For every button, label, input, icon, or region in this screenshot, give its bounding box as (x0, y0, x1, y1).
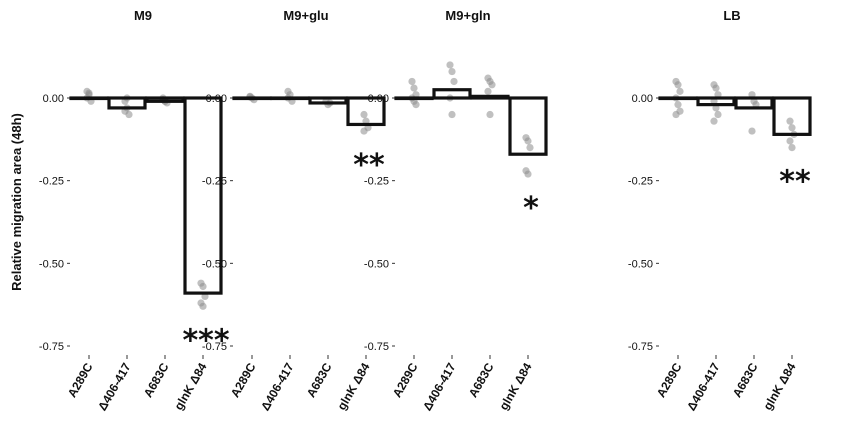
data-point (360, 127, 368, 135)
data-point (786, 137, 794, 145)
data-point (672, 110, 680, 119)
data-point (488, 81, 496, 89)
y-tick-label: -0.75 (628, 341, 653, 353)
bar (394, 96, 434, 101)
data-point (448, 67, 456, 76)
bar (270, 96, 310, 101)
bar (658, 96, 698, 101)
bar (432, 88, 472, 100)
panel-title: M9 (134, 8, 152, 23)
bar (696, 96, 736, 107)
y-tick-label: -0.25 (364, 176, 389, 188)
bar (470, 94, 510, 100)
data-point (710, 117, 718, 125)
data-point (484, 87, 492, 95)
panel-title: LB (723, 8, 740, 23)
data-point (524, 170, 532, 178)
data-point (712, 84, 720, 92)
bar (772, 96, 812, 136)
data-point (526, 144, 534, 152)
y-tick-label: -0.75 (364, 341, 389, 353)
significance-marker: * (523, 191, 539, 226)
significance-marker: ** (353, 148, 385, 183)
significance-marker: *** (182, 323, 229, 358)
y-tick-label: 0.00 (632, 93, 653, 105)
data-point (674, 81, 682, 89)
x-tick-label: A289C (654, 360, 685, 400)
x-tick-label: A683C (730, 360, 761, 400)
bar (346, 96, 386, 127)
x-tick-label: A683C (141, 360, 172, 400)
significance-marker: ** (779, 165, 811, 200)
y-tick-label: 0.00 (43, 93, 64, 105)
y-tick-label: 0.00 (368, 93, 389, 105)
x-tick-label: A683C (304, 360, 335, 400)
data-point (788, 124, 796, 132)
data-point (714, 110, 722, 119)
x-tick-label: A289C (390, 360, 421, 400)
data-point (446, 61, 454, 69)
y-axis-label: Relative migration area (48h) (9, 113, 24, 291)
y-tick-label: -0.25 (628, 176, 653, 188)
x-tick-label: glnK Δ84 (496, 360, 534, 412)
data-point (360, 110, 368, 119)
data-point (486, 110, 494, 119)
data-point (199, 302, 207, 310)
y-tick-label: 0.00 (206, 93, 227, 105)
y-tick-label: -0.50 (364, 258, 389, 270)
y-tick-label: -0.50 (628, 258, 653, 270)
bar (508, 96, 548, 156)
data-point (524, 137, 532, 145)
x-tick-label: Δ406-417 (258, 360, 297, 413)
data-point (450, 77, 458, 86)
x-tick-label: A289C (228, 360, 259, 400)
data-point (410, 84, 418, 92)
data-point (786, 117, 794, 125)
bar (734, 96, 774, 110)
x-tick-label: glnK Δ84 (760, 360, 798, 412)
y-tick-label: -0.25 (39, 176, 64, 188)
bar (183, 96, 223, 295)
data-point (788, 144, 796, 152)
x-tick-label: glnK Δ84 (334, 360, 372, 412)
x-tick-label: A683C (466, 360, 497, 400)
x-tick-label: A289C (65, 360, 96, 400)
y-tick-label: -0.75 (202, 341, 227, 353)
bar (232, 96, 272, 101)
data-point (448, 110, 456, 119)
x-tick-label: Δ406-417 (95, 360, 134, 413)
bar (69, 96, 109, 101)
x-tick-label: Δ406-417 (684, 360, 723, 413)
y-tick-label: -0.50 (202, 258, 227, 270)
panel-title: M9+gln (445, 8, 490, 23)
data-point (408, 77, 416, 86)
data-point (748, 127, 756, 135)
data-point (85, 89, 93, 97)
y-tick-label: -0.75 (39, 341, 64, 353)
data-point (674, 101, 682, 109)
data-point (676, 87, 684, 95)
y-tick-label: -0.50 (39, 258, 64, 270)
panel-title: M9+glu (283, 8, 328, 23)
x-tick-label: Δ406-417 (420, 360, 459, 413)
x-tick-label: glnK Δ84 (171, 360, 209, 412)
data-point (199, 282, 207, 291)
bar (308, 96, 348, 105)
y-tick-label: -0.25 (202, 176, 227, 188)
bar (107, 96, 147, 110)
bar (145, 96, 185, 103)
data-point (412, 101, 420, 109)
